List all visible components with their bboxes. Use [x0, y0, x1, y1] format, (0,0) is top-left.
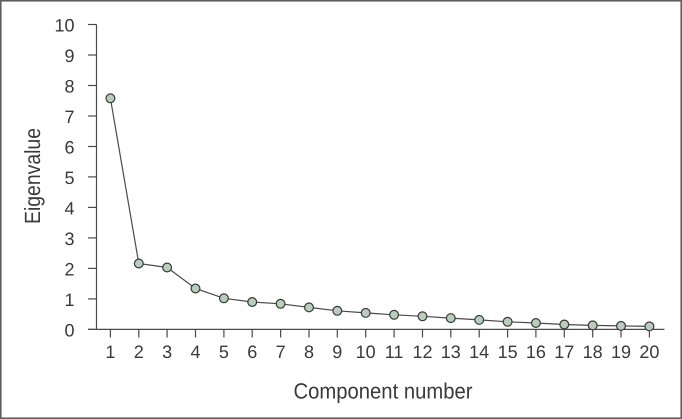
svg-text:7: 7 [64, 107, 74, 127]
svg-text:1: 1 [105, 342, 115, 362]
svg-text:17: 17 [554, 342, 574, 362]
svg-text:8: 8 [304, 342, 314, 362]
svg-text:2: 2 [64, 260, 74, 280]
svg-text:4: 4 [190, 342, 200, 362]
svg-text:7: 7 [276, 342, 286, 362]
svg-text:10: 10 [356, 342, 376, 362]
svg-text:12: 12 [412, 342, 432, 362]
svg-text:5: 5 [64, 168, 74, 188]
svg-text:Component number: Component number [294, 379, 473, 404]
svg-text:18: 18 [583, 342, 603, 362]
svg-text:Eigenvalue: Eigenvalue [20, 128, 45, 224]
svg-text:20: 20 [639, 342, 659, 362]
svg-text:4: 4 [64, 199, 74, 219]
svg-text:9: 9 [64, 46, 74, 66]
svg-text:3: 3 [64, 229, 74, 249]
svg-text:14: 14 [469, 342, 489, 362]
svg-text:0: 0 [64, 321, 74, 341]
svg-text:19: 19 [611, 342, 631, 362]
svg-text:5: 5 [219, 342, 229, 362]
svg-text:3: 3 [162, 342, 172, 362]
svg-text:10: 10 [54, 16, 74, 36]
svg-text:8: 8 [64, 77, 74, 97]
svg-text:1: 1 [64, 290, 74, 310]
svg-text:2: 2 [134, 342, 144, 362]
svg-text:13: 13 [441, 342, 461, 362]
svg-text:6: 6 [247, 342, 257, 362]
svg-text:16: 16 [526, 342, 546, 362]
svg-text:11: 11 [385, 342, 404, 362]
svg-text:6: 6 [64, 138, 74, 158]
svg-text:15: 15 [498, 342, 518, 362]
svg-text:9: 9 [332, 342, 342, 362]
